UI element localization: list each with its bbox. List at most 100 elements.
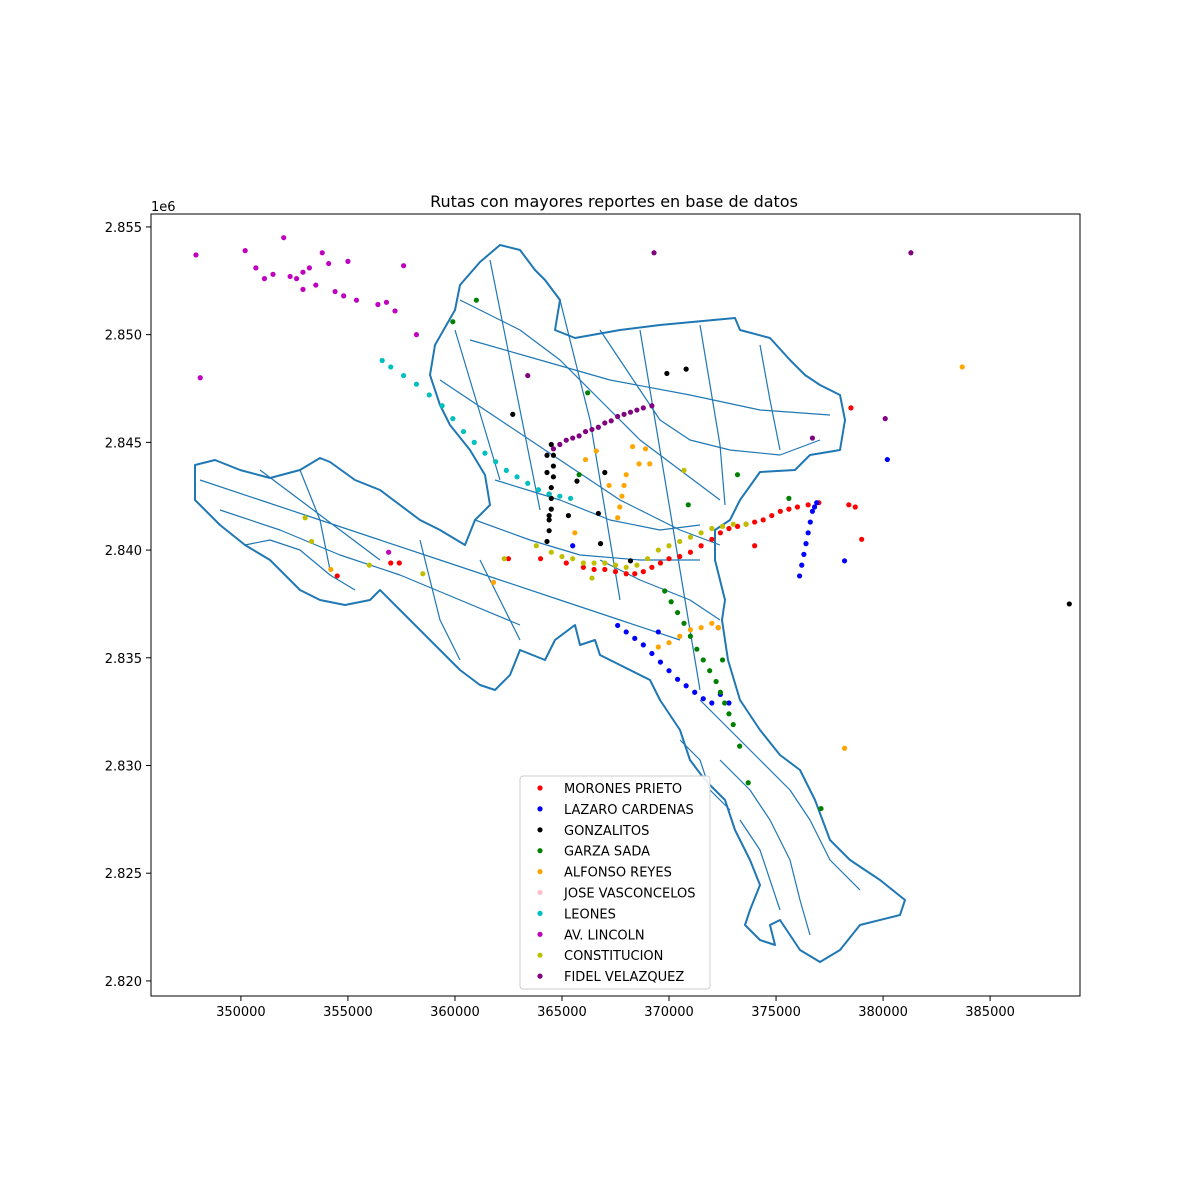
data-point — [698, 625, 704, 631]
data-point — [287, 273, 293, 280]
data-point — [580, 560, 586, 566]
data-point — [548, 495, 554, 501]
data-point — [386, 549, 392, 555]
data-point — [621, 411, 627, 417]
data-point — [803, 541, 809, 547]
data-point — [375, 301, 381, 308]
series-av-lincoln — [193, 235, 420, 555]
data-point — [546, 491, 552, 497]
data-point — [602, 469, 608, 476]
data-point — [666, 640, 672, 646]
data-point — [687, 633, 694, 639]
data-point — [809, 508, 816, 514]
data-point — [559, 553, 565, 560]
data-point — [550, 452, 557, 458]
data-point — [627, 409, 634, 415]
data-point — [707, 668, 713, 674]
data-point — [570, 543, 576, 549]
data-point — [694, 646, 700, 652]
data-point — [242, 248, 248, 254]
data-point — [313, 282, 319, 288]
x-tick-label: 370000 — [644, 1005, 694, 1020]
data-point — [647, 461, 653, 467]
data-point — [388, 364, 394, 370]
data-point — [709, 536, 715, 542]
x-axis: 350000 355000 360000 365000 370000 375000 3800… — [216, 996, 1015, 1020]
data-point — [550, 463, 557, 469]
x-tick-label: 350000 — [216, 1005, 266, 1020]
data-point — [664, 370, 670, 377]
data-point — [852, 504, 858, 510]
data-point — [482, 450, 488, 456]
data-point — [634, 407, 640, 413]
legend-marker-morones-prieto — [537, 785, 543, 791]
legend-label: LEONES — [564, 907, 616, 922]
data-point — [510, 411, 516, 417]
data-point — [734, 523, 741, 529]
street-network-map — [194, 244, 906, 963]
data-point — [557, 493, 563, 499]
data-point — [493, 459, 499, 465]
data-point — [630, 444, 636, 450]
legend: MORONES PRIETO LAZARO CARDENAS GONZALITOS G… — [519, 775, 711, 990]
data-point — [306, 265, 313, 271]
data-point — [439, 403, 445, 409]
series-garza-sada — [450, 297, 824, 812]
data-point — [801, 551, 807, 557]
data-point — [606, 482, 612, 489]
data-point — [807, 519, 813, 525]
data-point — [580, 564, 586, 570]
data-point — [548, 441, 554, 448]
data-point — [420, 571, 426, 577]
data-point — [687, 549, 694, 555]
legend-label: MORONES PRIETO — [564, 782, 682, 797]
data-point — [197, 375, 203, 381]
data-point — [546, 528, 552, 534]
data-point — [726, 525, 732, 532]
data-point — [681, 467, 687, 473]
data-point — [570, 556, 576, 562]
data-point — [959, 364, 965, 370]
data-point — [612, 569, 619, 575]
data-point — [640, 642, 646, 648]
data-point — [525, 372, 531, 379]
data-point — [636, 461, 642, 467]
legend-label: CONSTITUCION — [564, 949, 663, 964]
data-point — [627, 558, 634, 564]
x-tick-label: 385000 — [965, 1005, 1015, 1020]
data-point — [709, 525, 715, 532]
data-point — [752, 543, 758, 549]
data-point — [645, 556, 651, 562]
data-point — [726, 700, 732, 706]
plot-area — [150, 213, 1081, 997]
y-tick-label: 2.825 — [105, 867, 142, 882]
data-point — [655, 547, 661, 553]
data-point — [841, 558, 848, 564]
y-tick-label: 2.835 — [105, 652, 142, 667]
data-point — [546, 512, 552, 519]
data-point — [745, 780, 751, 786]
data-point — [602, 420, 608, 426]
data-point — [846, 502, 852, 508]
data-point — [651, 250, 657, 256]
data-point — [328, 566, 334, 573]
legend-box — [519, 775, 711, 990]
data-point — [623, 472, 629, 478]
data-point — [811, 504, 818, 510]
data-point — [615, 515, 621, 521]
data-point — [557, 441, 563, 448]
data-point — [674, 676, 681, 682]
data-point — [796, 573, 803, 579]
data-point — [544, 538, 550, 545]
data-point — [657, 659, 664, 665]
series-fidel-velazquez — [525, 250, 914, 452]
chart-title: Rutas con mayores reportes en base de da… — [430, 192, 798, 211]
data-point — [612, 562, 619, 568]
series-constitucion — [302, 467, 749, 581]
data-point — [908, 250, 914, 256]
data-point — [677, 553, 683, 560]
legend-label: JOSE VASCONCELOS — [563, 887, 695, 902]
data-point — [655, 629, 661, 635]
legend-marker-constitucion — [537, 952, 543, 958]
